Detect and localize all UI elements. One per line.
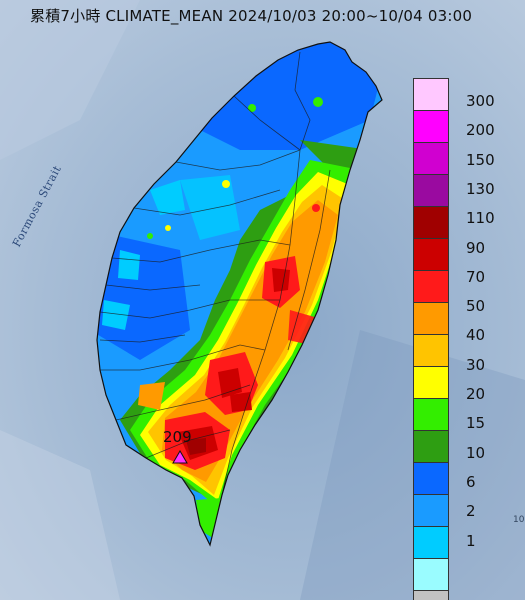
legend-label: 20 bbox=[466, 385, 486, 403]
county-boundaries bbox=[99, 51, 331, 496]
legend-label: 70 bbox=[466, 267, 486, 286]
legend-color-bar bbox=[413, 78, 449, 600]
legend-label: 10 bbox=[466, 443, 486, 462]
rainfall-bands bbox=[97, 42, 382, 540]
legend-label: 6 bbox=[466, 472, 476, 491]
legend-label: 90 bbox=[466, 238, 486, 257]
sea-haze bbox=[0, 0, 140, 160]
legend-swatch bbox=[414, 495, 448, 527]
legend-swatch bbox=[414, 79, 448, 111]
legend-swatch bbox=[414, 207, 448, 239]
legend-label: 200 bbox=[466, 121, 495, 140]
legend-label: 50 bbox=[466, 297, 486, 316]
peak-value-label: 209 bbox=[163, 428, 192, 446]
legend-swatch bbox=[414, 271, 448, 303]
legend-swatch bbox=[414, 463, 448, 495]
legend-swatch bbox=[414, 367, 448, 399]
legend-swatch bbox=[414, 143, 448, 175]
legend-label: 1 bbox=[466, 531, 476, 550]
legend-swatch bbox=[414, 111, 448, 143]
legend-swatch bbox=[414, 559, 448, 591]
legend-label: 2 bbox=[466, 502, 476, 521]
legend-label: 30 bbox=[466, 355, 486, 374]
legend-label: 15 bbox=[466, 414, 486, 433]
sea-shade bbox=[300, 330, 525, 600]
legend-label: 150 bbox=[466, 150, 495, 169]
sea-light bbox=[0, 430, 120, 600]
legend-swatch bbox=[414, 591, 448, 600]
legend-swatch bbox=[414, 335, 448, 367]
edge-fragment-label: 10 bbox=[513, 515, 525, 525]
map-title: 累積7小時 CLIMATE_MEAN 2024/10/03 20:00~10/0… bbox=[30, 7, 473, 25]
legend-label: 300 bbox=[466, 92, 495, 110]
legend-swatch bbox=[414, 303, 448, 335]
legend-label: 40 bbox=[466, 326, 486, 345]
legend-swatch bbox=[414, 239, 448, 271]
legend-swatch bbox=[414, 175, 448, 207]
legend-label: 110 bbox=[466, 209, 495, 228]
legend-swatch bbox=[414, 431, 448, 463]
legend-swatch bbox=[414, 399, 448, 431]
triangle-icon bbox=[172, 450, 188, 464]
legend-swatch bbox=[414, 527, 448, 559]
legend-label: 130 bbox=[466, 179, 495, 198]
island-outline bbox=[96, 41, 383, 547]
